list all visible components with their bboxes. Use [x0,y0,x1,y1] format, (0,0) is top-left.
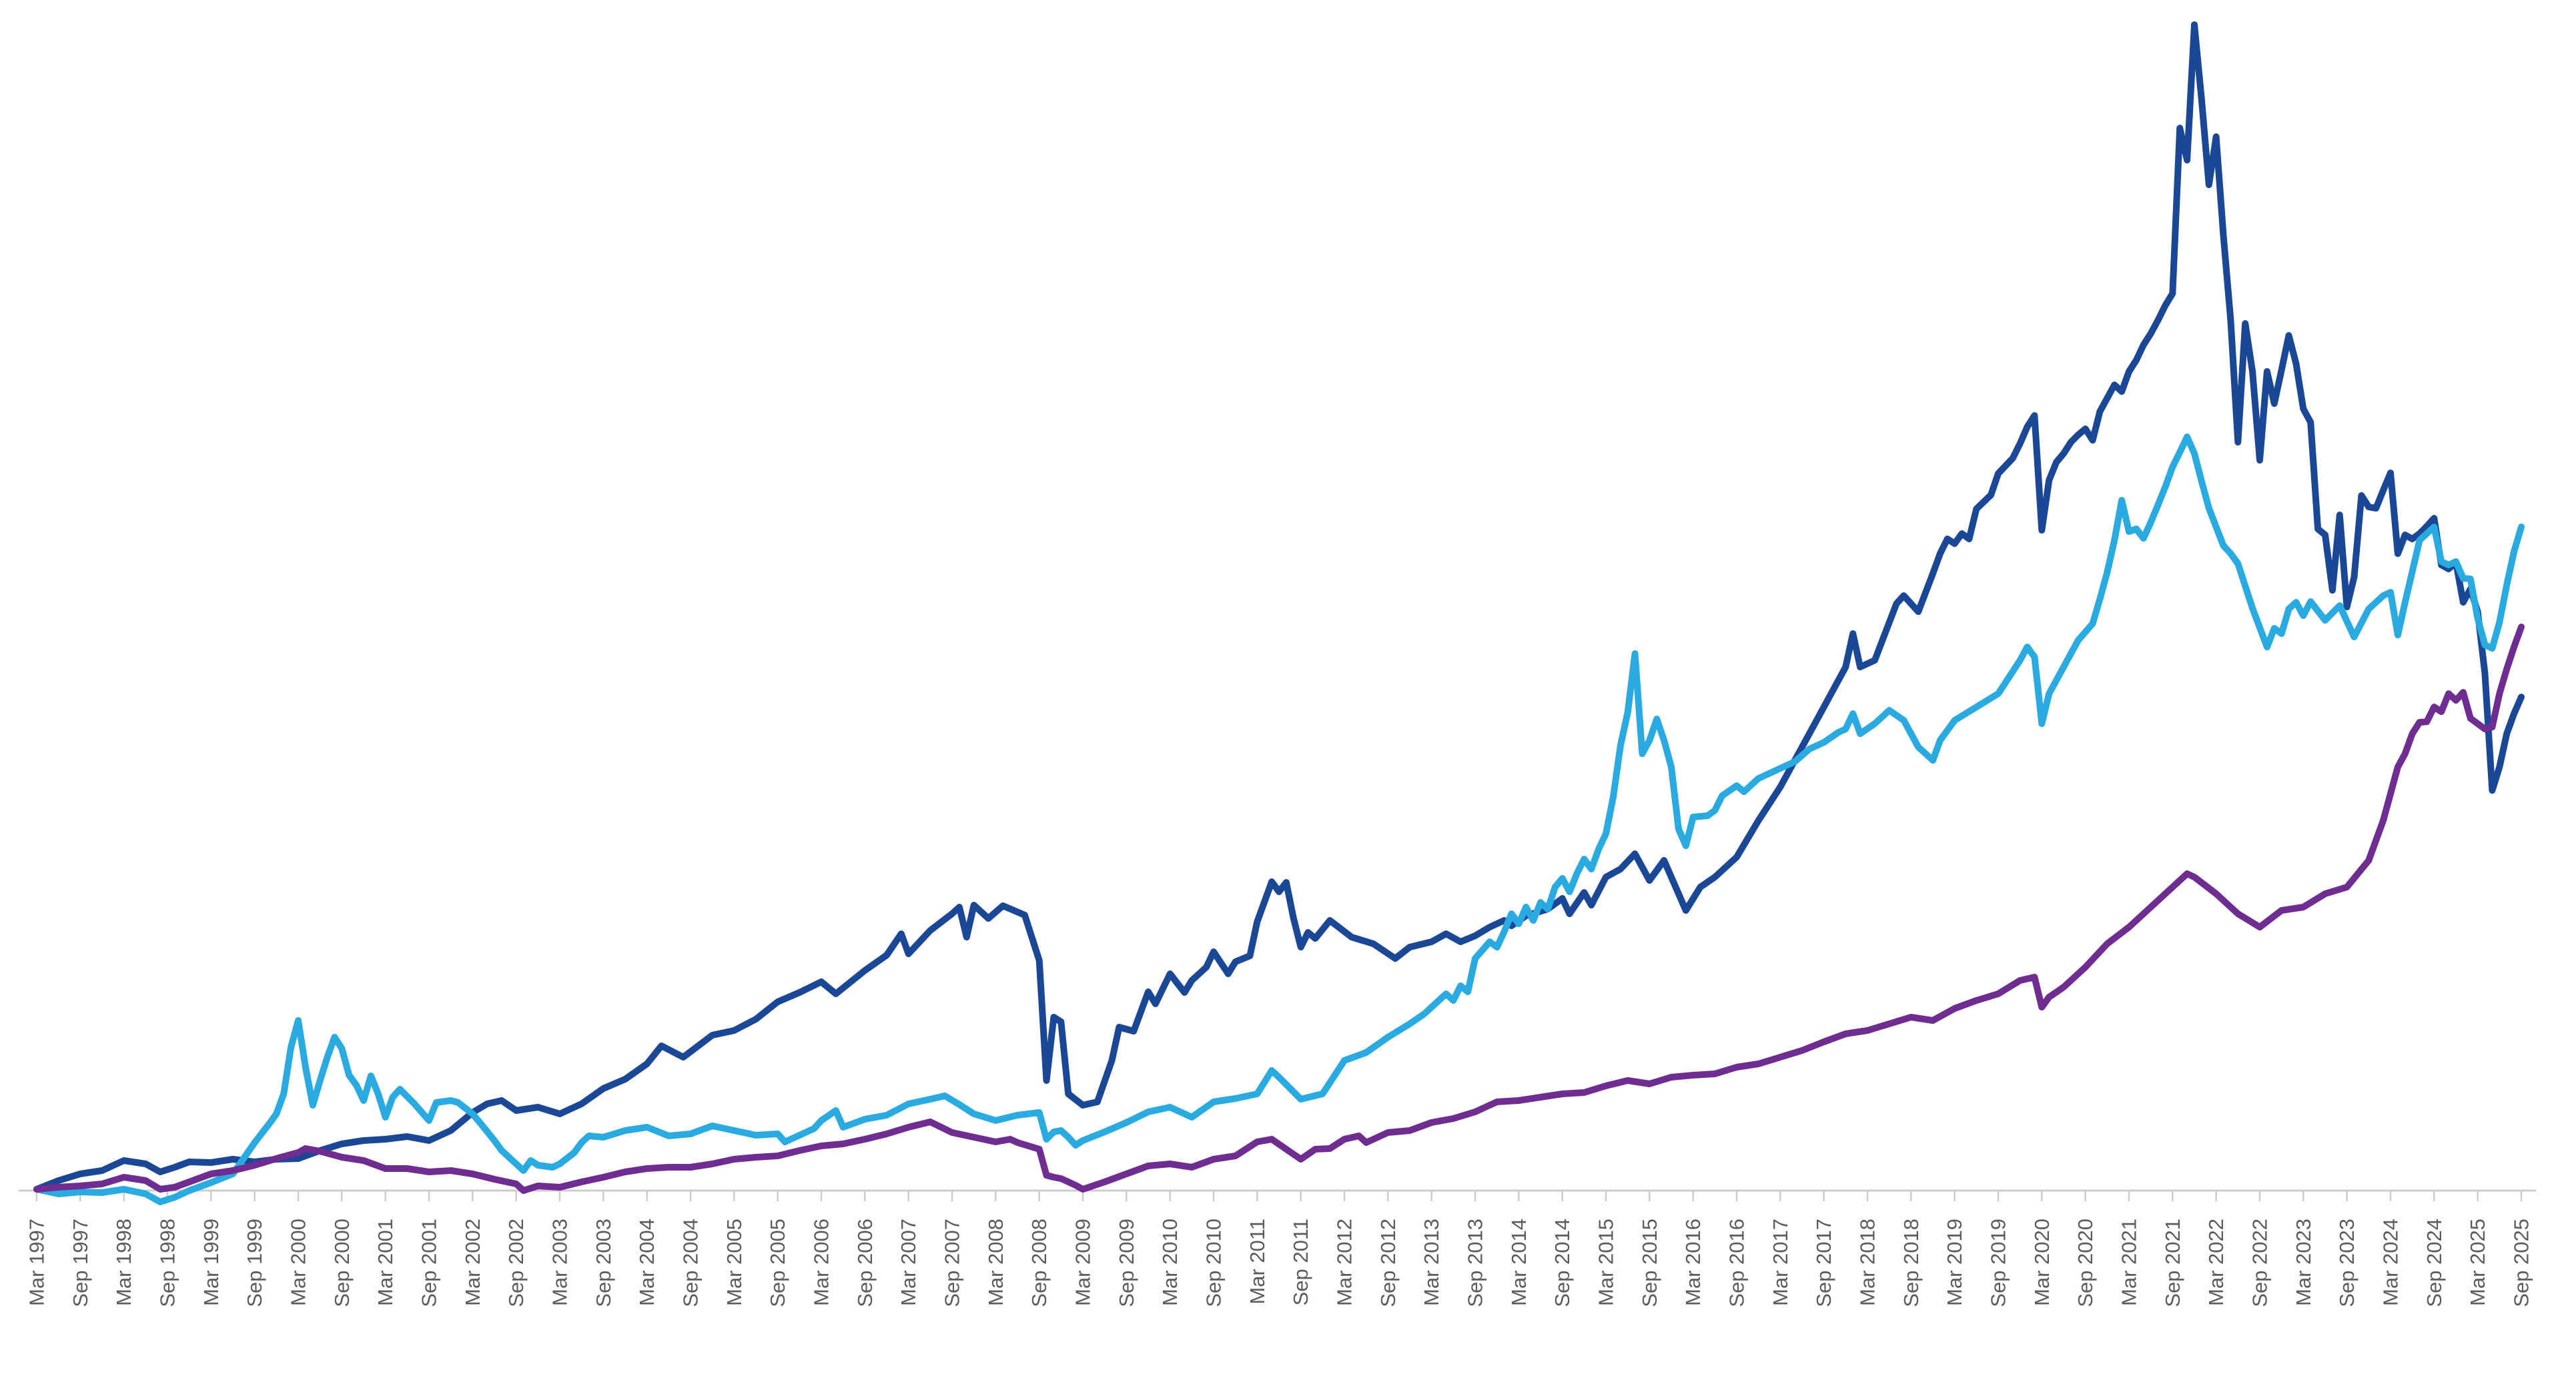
x-axis: Mar 1997 Sep 1997 Mar 1998 Sep 1998 Mar 1999… [19,1189,2536,1307]
x-tick-label: Sep 2012 [1376,1219,1400,1307]
x-tick-label: Mar 2008 [984,1219,1007,1306]
x-tick-label: Mar 2025 [2466,1219,2489,1306]
x-tick-label: Sep 2022 [2248,1219,2271,1307]
x-tick-label: Mar 2019 [1943,1219,1966,1306]
x-tick-label: Sep 2000 [330,1219,354,1307]
x-tick-label: Sep 2014 [1551,1219,1574,1307]
x-tick-label: Mar 2001 [374,1219,397,1306]
x-tick-label: Mar 1998 [112,1219,135,1306]
x-tick-label: Mar 2004 [635,1219,659,1306]
x-tick-label: Sep 2015 [1638,1219,1661,1307]
x-tick-label: Sep 2013 [1463,1219,1486,1307]
x-tick-label: Sep 2020 [2074,1219,2097,1307]
x-tick-label: Mar 2009 [1071,1219,1094,1306]
x-tick-label: Sep 1997 [69,1219,92,1307]
x-tick-label: Mar 2007 [897,1219,920,1306]
x-tick-label: Mar 2010 [1158,1219,1182,1306]
x-tick-label: Mar 2024 [2379,1219,2402,1306]
series-line-purple [33,624,2525,1194]
x-tick-label: Mar 2013 [1420,1219,1443,1306]
series-line-light_blue [33,434,2525,1205]
x-tick-label: Sep 2010 [1202,1219,1225,1307]
x-tick-label: Sep 2007 [940,1219,963,1307]
x-tick-label: Sep 1998 [155,1219,179,1307]
x-tick-label: Sep 2018 [1899,1219,1923,1307]
x-tick-label: Sep 2017 [1812,1219,1835,1307]
series-line-dark_blue [33,21,2525,1193]
x-tick-label: Mar 2005 [723,1219,746,1306]
x-tick-label: Sep 2016 [1725,1219,1748,1307]
x-tick-label: Mar 1997 [25,1219,49,1306]
x-tick-label: Sep 2025 [2509,1219,2533,1307]
x-tick-label: Mar 2006 [809,1219,833,1306]
x-tick-label: Sep 2002 [504,1219,528,1307]
x-tick-label: Mar 2003 [548,1219,571,1306]
x-tick-label: Mar 2021 [2117,1219,2140,1306]
x-tick-label: Mar 2000 [286,1219,310,1306]
x-tick-label: Sep 2019 [1986,1219,2010,1307]
x-tick-label: Sep 2006 [853,1219,877,1307]
x-tick-label: Sep 2001 [417,1219,440,1307]
x-tick-label: Sep 2011 [1289,1219,1312,1305]
x-tick-label: Mar 2023 [2292,1219,2315,1306]
series-layer [33,21,2525,1205]
x-tick-label: Mar 2020 [2030,1219,2054,1306]
x-tick-label: Sep 2023 [2335,1219,2358,1307]
x-tick-label: Mar 1999 [199,1219,223,1306]
x-tick-label: Mar 2014 [1507,1219,1531,1306]
x-tick-label: Mar 2016 [1681,1219,1705,1306]
x-tick-label: Sep 2009 [1115,1219,1138,1307]
x-tick-label: Mar 2018 [1855,1219,1879,1306]
x-tick-label: Sep 2024 [2423,1219,2446,1307]
x-tick-label: Sep 2005 [766,1219,789,1307]
x-tick-label: Mar 2015 [1594,1219,1617,1306]
x-tick-label: Mar 2022 [2204,1219,2228,1306]
x-tick-label: Sep 2008 [1027,1219,1051,1307]
x-tick-label: Sep 2021 [2161,1219,2184,1307]
x-tick-label: Sep 2004 [679,1219,702,1307]
x-tick-label: Sep 2003 [592,1219,615,1307]
x-tick-label: Mar 2011 [1246,1219,1269,1305]
x-tick-label: Sep 1999 [243,1219,266,1307]
x-tick-label: Mar 2012 [1332,1219,1356,1306]
x-tick-label: Mar 2017 [1769,1219,1792,1306]
x-tick-label: Mar 2002 [461,1219,484,1306]
